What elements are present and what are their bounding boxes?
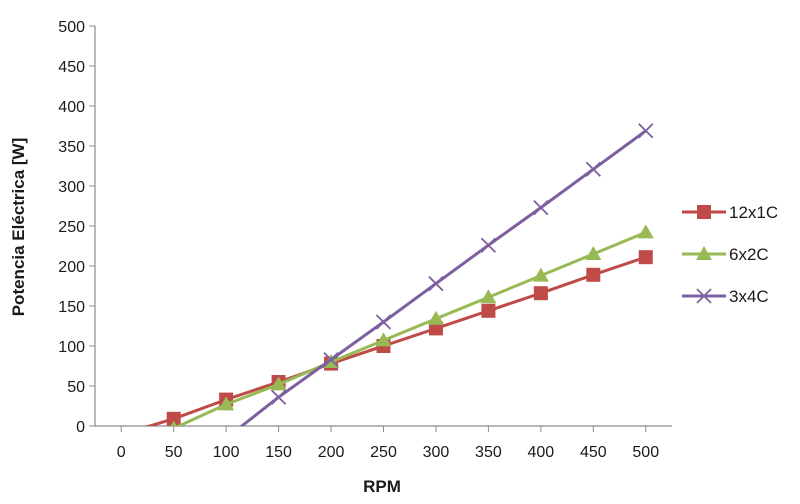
y-tick-label: 400 xyxy=(58,99,85,116)
data-point-6x2c xyxy=(637,224,654,239)
data-point-3x4c-stroke-b xyxy=(323,351,339,368)
series-6x2c xyxy=(170,224,654,426)
legend-swatch-marker xyxy=(696,246,712,260)
data-point-12x1c xyxy=(533,286,548,301)
y-tick-label: 100 xyxy=(58,339,85,356)
data-point-3x4c-stroke-b xyxy=(375,314,392,330)
legend-item-12x1c: 12x1C xyxy=(682,203,778,222)
x-tick-label: 0 xyxy=(117,444,126,461)
series-line-6x2c xyxy=(175,231,647,426)
x-tick-label: 150 xyxy=(265,444,292,461)
data-point-3x4c xyxy=(323,351,339,368)
x-tick-label: 50 xyxy=(165,444,183,461)
legend-swatch-marker xyxy=(696,288,712,304)
legend-swatch-marker xyxy=(697,205,711,219)
series-12x1c xyxy=(144,250,653,426)
data-point-3x4c xyxy=(533,199,549,216)
series-line-3x4c xyxy=(239,129,647,426)
y-tick-label: 250 xyxy=(58,219,85,236)
legend-label-6x2c: 6x2C xyxy=(729,245,769,264)
data-point-3x4c-stroke-b xyxy=(638,123,654,139)
data-point-6x2c xyxy=(480,289,497,304)
x-tick-label: 500 xyxy=(632,444,659,461)
x-tick-label: 250 xyxy=(370,444,397,461)
legend-item-3x4c: 3x4C xyxy=(682,287,769,306)
data-point-6x2c xyxy=(427,310,444,325)
legend-label-3x4c: 3x4C xyxy=(729,287,769,306)
data-point-6x2c xyxy=(585,246,602,260)
data-point-3x4c-stroke-b xyxy=(480,237,497,253)
y-tick-label: 50 xyxy=(67,379,85,396)
data-point-12x1c xyxy=(481,303,496,318)
x-tick-label: 200 xyxy=(318,444,345,461)
y-tick-label: 200 xyxy=(58,259,85,276)
data-point-3x4c xyxy=(585,161,601,177)
data-point-3x4c-stroke-b xyxy=(533,199,549,216)
data-point-12x1c xyxy=(586,267,601,282)
x-tick-label: 300 xyxy=(423,444,450,461)
legend-swatch-marker-stroke-b xyxy=(696,288,712,304)
x-tick-label: 350 xyxy=(475,444,502,461)
data-point-6x2c xyxy=(270,376,287,391)
y-tick-label: 500 xyxy=(58,19,85,36)
data-point-3x4c xyxy=(428,275,444,292)
series-3x4c xyxy=(239,123,654,426)
data-point-3x4c-stroke-b xyxy=(585,161,601,177)
x-axis-title: RPM xyxy=(363,477,401,496)
y-tick-label: 350 xyxy=(58,139,85,156)
data-point-12x1c xyxy=(166,411,181,426)
data-point-3x4c xyxy=(375,314,392,330)
data-point-6x2c xyxy=(170,420,177,426)
series-line-12x1c xyxy=(144,255,647,426)
x-tick-label: 450 xyxy=(580,444,607,461)
data-point-6x2c xyxy=(375,332,392,347)
data-point-3x4c-stroke-b xyxy=(270,389,287,405)
data-point-12x1c xyxy=(638,250,653,265)
y-tick-label: 300 xyxy=(58,179,85,196)
x-tick-label: 400 xyxy=(528,444,555,461)
legend-item-6x2c: 6x2C xyxy=(682,245,769,264)
data-point-6x2c xyxy=(532,267,549,282)
data-point-3x4c xyxy=(270,389,287,405)
y-axis-title: Potencia Eléctrica [W] xyxy=(9,138,28,317)
x-tick-label: 100 xyxy=(213,444,240,461)
data-point-3x4c-stroke-b xyxy=(428,275,444,292)
legend-label-12x1c: 12x1C xyxy=(729,203,778,222)
y-tick-label: 450 xyxy=(58,59,85,76)
data-point-3x4c xyxy=(480,237,497,253)
y-tick-label: 150 xyxy=(58,299,85,316)
data-point-3x4c xyxy=(638,123,654,139)
data-point-12x1c xyxy=(428,321,443,336)
data-point-6x2c xyxy=(218,396,235,411)
y-tick-label: 0 xyxy=(76,419,85,436)
